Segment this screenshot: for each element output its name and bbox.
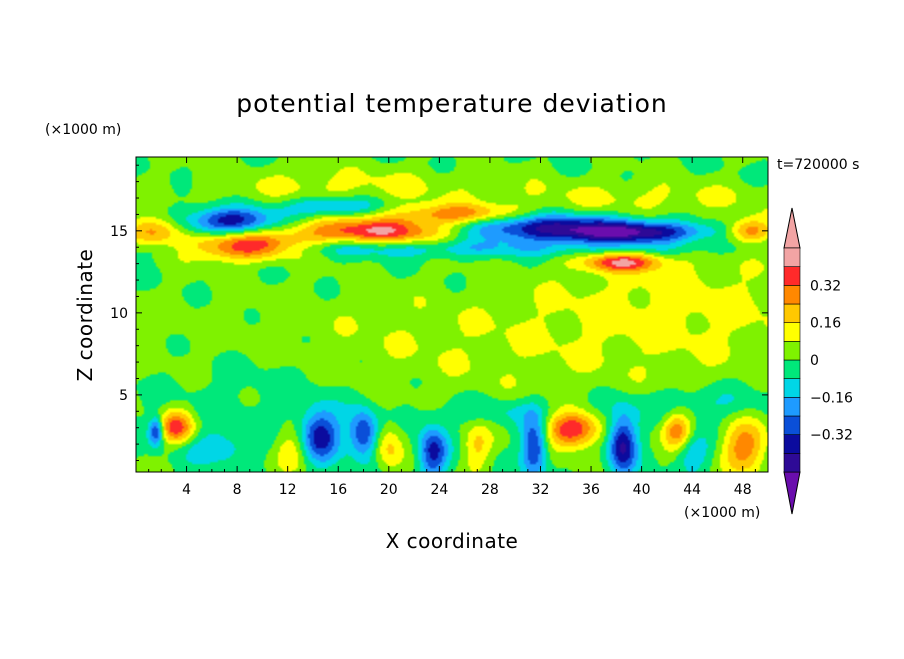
colorbar-band bbox=[783, 322, 801, 342]
x-unit-label: (×1000 m) bbox=[684, 505, 760, 521]
y-tick-label: 15 bbox=[110, 224, 128, 240]
colorbar-extend-high bbox=[783, 207, 801, 249]
colorbar-band bbox=[783, 341, 801, 361]
colorbar-tick-label: 0.32 bbox=[810, 278, 841, 294]
colorbar-band bbox=[783, 397, 801, 417]
colorbar-band bbox=[783, 266, 801, 286]
colorbar-tick-label: 0.16 bbox=[810, 316, 841, 332]
x-tick-label: 8 bbox=[233, 482, 242, 498]
y-tick-label: 10 bbox=[110, 306, 128, 322]
y-axis-label: Z coordinate bbox=[73, 249, 97, 382]
y-tick-label: 5 bbox=[119, 388, 128, 404]
x-tick-label: 44 bbox=[683, 482, 701, 498]
x-tick-label: 40 bbox=[633, 482, 651, 498]
colorbar-band bbox=[783, 303, 801, 323]
colorbar-band bbox=[783, 359, 801, 379]
x-tick-label: 36 bbox=[582, 482, 600, 498]
x-tick-label: 20 bbox=[380, 482, 398, 498]
colorbar-band bbox=[783, 415, 801, 435]
colorbar-band bbox=[783, 378, 801, 398]
x-tick-label: 28 bbox=[481, 482, 499, 498]
colorbar-tick-label: 0 bbox=[810, 353, 819, 369]
y-unit-label: (×1000 m) bbox=[45, 122, 121, 138]
x-tick-label: 4 bbox=[182, 482, 191, 498]
x-tick-label: 48 bbox=[734, 482, 752, 498]
x-tick-label: 24 bbox=[430, 482, 448, 498]
x-tick-label: 12 bbox=[279, 482, 297, 498]
y-axis-ticks: 5 10 15 bbox=[110, 164, 768, 462]
colorbar-band bbox=[783, 453, 801, 473]
x-axis-label: X coordinate bbox=[386, 529, 519, 553]
heatmap-field bbox=[136, 157, 768, 472]
x-tick-label: 32 bbox=[532, 482, 550, 498]
chart-title: potential temperature deviation bbox=[236, 89, 667, 118]
x-axis-ticks: 4 8 12 16 20 24 28 32 36 40 44 48 bbox=[148, 157, 756, 498]
colorbar: 0.32 0.16 0 −0.16 −0.32 bbox=[783, 207, 853, 515]
colorbar-band bbox=[783, 434, 801, 454]
colorbar-tick-label: −0.16 bbox=[810, 390, 853, 406]
x-tick-label: 16 bbox=[329, 482, 347, 498]
colorbar-band bbox=[783, 247, 801, 267]
plot-area bbox=[135, 156, 769, 473]
colorbar-extend-low bbox=[783, 471, 801, 515]
colorbar-tick-label: −0.32 bbox=[810, 428, 853, 444]
colorbar-band bbox=[783, 285, 801, 305]
time-label: t=720000 s bbox=[777, 157, 859, 173]
